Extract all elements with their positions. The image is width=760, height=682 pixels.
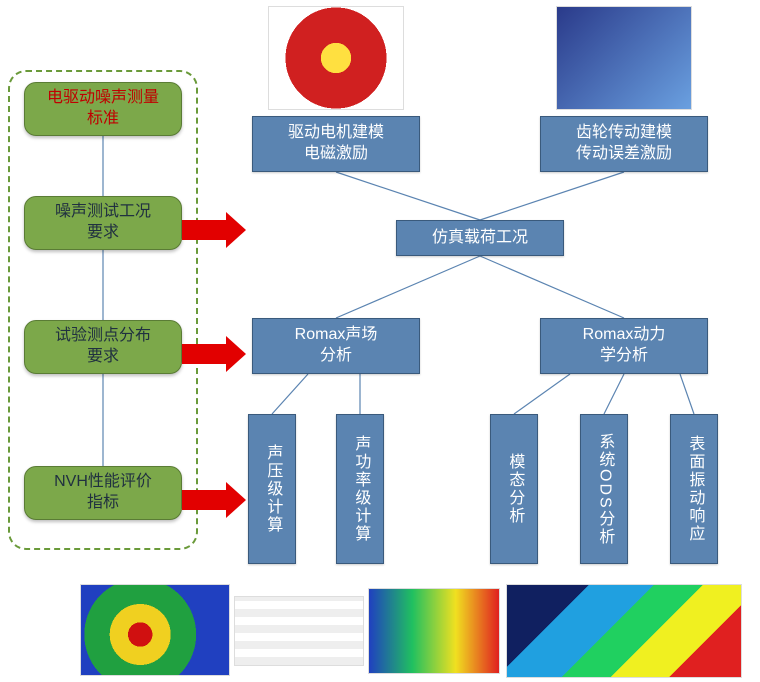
blue-node-spl: 声压级计算 bbox=[248, 414, 296, 564]
label-line2: 传动误差激励 bbox=[576, 144, 672, 165]
blue-node-motor: 驱动电机建模电磁激励 bbox=[252, 116, 420, 172]
label-line1: 齿轮传动建模 bbox=[576, 123, 672, 144]
left-node-std: 电驱动噪声测量标准 bbox=[24, 82, 182, 136]
blue-node-ods: 系统ODS分析 bbox=[580, 414, 628, 564]
label: 声功率级计算 bbox=[350, 435, 371, 543]
image-res2 bbox=[234, 596, 364, 666]
label-line2: 要求 bbox=[87, 223, 119, 244]
label-line1: 噪声测试工况 bbox=[55, 202, 151, 223]
label-line1: 驱动电机建模 bbox=[288, 123, 384, 144]
red-arrow-nvh bbox=[182, 482, 246, 518]
label-line1: 试验测点分布 bbox=[55, 326, 151, 347]
image-motor-img bbox=[268, 6, 404, 110]
red-arrow-dist bbox=[182, 336, 246, 372]
label-line2: 指标 bbox=[87, 493, 119, 514]
blue-node-swl: 声功率级计算 bbox=[336, 414, 384, 564]
label-line1: Romax动力 bbox=[583, 325, 666, 346]
label-line1: Romax声场 bbox=[295, 325, 378, 346]
label: 声压级计算 bbox=[262, 444, 283, 534]
blue-node-dyn: Romax动力学分析 bbox=[540, 318, 708, 374]
left-node-dist: 试验测点分布要求 bbox=[24, 320, 182, 374]
label-line1: NVH性能评价 bbox=[54, 472, 152, 493]
left-node-cond: 噪声测试工况要求 bbox=[24, 196, 182, 250]
label: 系统ODS分析 bbox=[594, 433, 615, 546]
left-node-nvh: NVH性能评价指标 bbox=[24, 466, 182, 520]
label: 模态分析 bbox=[504, 453, 525, 525]
label-line2: 标准 bbox=[87, 109, 119, 130]
label-line1: 电驱动噪声测量 bbox=[47, 88, 159, 109]
blue-node-modal: 模态分析 bbox=[490, 414, 538, 564]
label: 表面振动响应 bbox=[684, 435, 705, 543]
label-line2: 电磁激励 bbox=[304, 144, 368, 165]
blue-node-load: 仿真载荷工况 bbox=[396, 220, 564, 256]
label-line2: 分析 bbox=[320, 346, 352, 367]
label-line2: 要求 bbox=[87, 347, 119, 368]
blue-node-acous: Romax声场分析 bbox=[252, 318, 420, 374]
image-res4 bbox=[506, 584, 742, 678]
blue-node-vib: 表面振动响应 bbox=[670, 414, 718, 564]
label-line1: 仿真载荷工况 bbox=[432, 228, 528, 249]
image-res1 bbox=[80, 584, 230, 676]
image-gear-img bbox=[556, 6, 692, 110]
image-res3 bbox=[368, 588, 500, 674]
red-arrow-cond bbox=[182, 212, 246, 248]
label-line2: 学分析 bbox=[600, 346, 648, 367]
blue-node-gear: 齿轮传动建模传动误差激励 bbox=[540, 116, 708, 172]
